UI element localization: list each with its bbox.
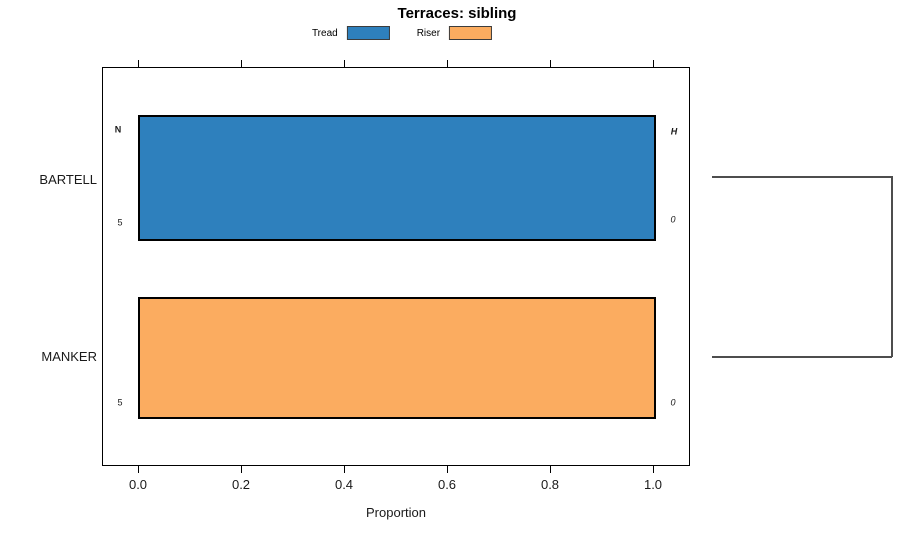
legend-item-tread: Tread: [312, 26, 390, 40]
x-axis-tick-label: 0.4: [334, 477, 354, 492]
x-axis-top-tick: [550, 60, 551, 67]
x-axis-tick: [447, 466, 448, 473]
row-label-bartell: BARTELL: [39, 172, 97, 187]
annotation-bartell-top-right: H: [670, 126, 678, 137]
x-axis-tick: [241, 466, 242, 473]
chart-title: Terraces: sibling: [397, 5, 517, 22]
annotation-bartell-bottom-right: 0: [670, 214, 676, 225]
legend-label-tread: Tread: [311, 27, 338, 39]
x-axis-title: Proportion: [366, 505, 426, 520]
bar-bartell: [138, 115, 656, 241]
annotation-bartell-top-left: N: [114, 124, 122, 135]
row-label-manker: MANKER: [41, 349, 97, 364]
x-axis-tick-label: 0.6: [437, 477, 457, 492]
bar-manker: [138, 297, 656, 419]
x-axis-top-tick: [138, 60, 139, 67]
legend-label-riser: Riser: [416, 27, 441, 39]
legend-swatch-riser: [449, 26, 493, 40]
legend-swatch-tread: [346, 26, 390, 40]
x-axis-tick-label: 0.0: [128, 477, 148, 492]
x-axis-tick: [344, 466, 345, 473]
plot-area: N 5 H 0 5 0: [102, 60, 690, 473]
x-axis-tick: [550, 466, 551, 473]
x-axis-tick: [653, 466, 654, 473]
x-axis-tick: [138, 466, 139, 473]
x-axis-top-tick: [447, 60, 448, 67]
bracket-bottom-line: [712, 356, 892, 358]
x-axis-top-tick: [241, 60, 242, 67]
legend-item-riser: Riser: [416, 26, 493, 40]
x-axis-tick-label: 0.8: [540, 477, 560, 492]
bracket-top-line: [712, 176, 892, 178]
bracket-vertical-line: [891, 176, 893, 357]
x-axis-top-tick: [344, 60, 345, 67]
annotation-bartell-bottom-left: 5: [117, 217, 123, 228]
annotation-manker-bottom-right: 0: [670, 397, 676, 408]
x-axis-tick-label: 1.0: [643, 477, 663, 492]
annotation-manker-bottom-left: 5: [117, 397, 123, 408]
x-axis-tick-label: 0.2: [231, 477, 251, 492]
legend: Tread Riser: [312, 26, 493, 40]
x-axis-top-tick: [653, 60, 654, 67]
